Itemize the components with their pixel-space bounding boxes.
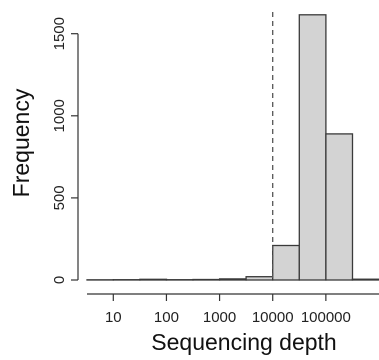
x-axis-ticks: 10 100 1000 10000 100000 bbox=[105, 294, 351, 326]
x-tick-label: 100 bbox=[154, 309, 179, 326]
histogram-bar bbox=[351, 278, 379, 281]
histogram-bar bbox=[139, 278, 168, 281]
y-axis-ticks: 0 500 1000 1500 bbox=[51, 17, 78, 284]
histogram-bar bbox=[245, 276, 274, 281]
histogram-bar bbox=[218, 278, 247, 281]
histogram-bar bbox=[272, 244, 300, 281]
histogram-bar bbox=[192, 278, 221, 281]
x-tick-label: 1000 bbox=[203, 309, 236, 326]
y-tick-label: 500 bbox=[51, 185, 68, 210]
x-axis-title: Sequencing depth bbox=[151, 329, 336, 355]
y-tick-label: 1000 bbox=[51, 99, 68, 132]
histogram-bar bbox=[325, 133, 354, 281]
histogram-bar bbox=[298, 14, 327, 281]
y-tick-label: 1500 bbox=[51, 17, 68, 50]
x-tick-label: 10 bbox=[105, 309, 122, 326]
x-tick-label: 10000 bbox=[252, 309, 294, 326]
y-axis-title: Frequency bbox=[8, 88, 34, 197]
y-tick-label: 0 bbox=[51, 276, 68, 284]
x-tick-label: 100000 bbox=[301, 309, 351, 326]
histogram-bars bbox=[86, 14, 379, 281]
